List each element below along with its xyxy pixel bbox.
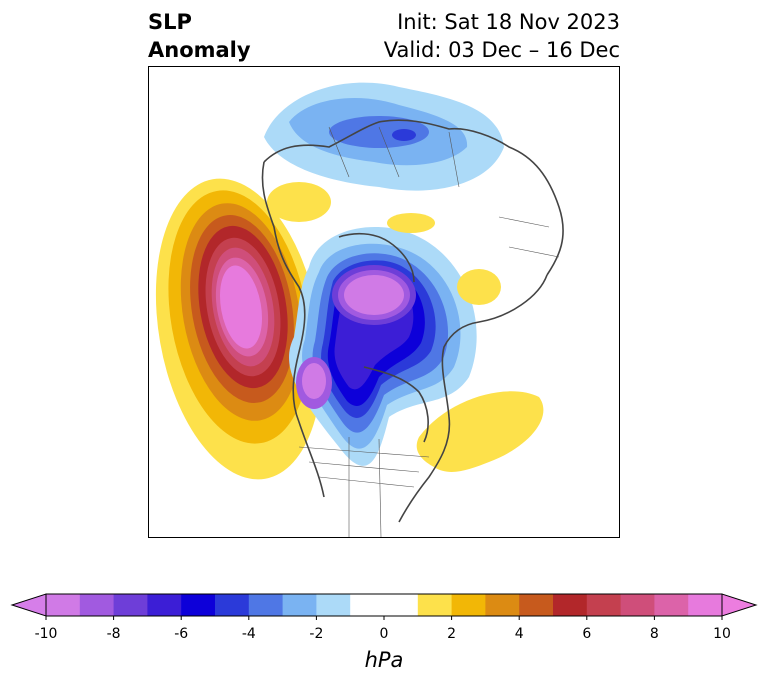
- colorbar-extend-min: [10, 593, 47, 617]
- colorbar-segment: [553, 594, 588, 616]
- positive-anomaly-ne-pacific: [155, 178, 323, 480]
- colorbar-tick-label: 4: [514, 626, 524, 642]
- colorbar-segment: [215, 594, 250, 616]
- init-date: Init: Sat 18 Nov 2023: [397, 10, 620, 34]
- colorbar-segment: [316, 594, 351, 616]
- negative-anomaly-arctic: [289, 227, 477, 466]
- colorbar-segment: [113, 594, 148, 616]
- title-left: SLP Anomaly: [148, 8, 251, 64]
- colorbar-segment: [46, 594, 81, 616]
- colorbar-segment: [688, 594, 723, 616]
- colorbar: [10, 593, 758, 620]
- map-canvas: [155, 82, 564, 537]
- colorbar-segment: [147, 594, 182, 616]
- colorbar-tick-label: 0: [379, 626, 389, 642]
- colorbar-tick-label: 2: [447, 626, 457, 642]
- colorbar-segment: [384, 594, 419, 616]
- colorbar-tick-label: -2: [309, 626, 324, 642]
- colorbar-segment: [586, 594, 622, 616]
- colorbar-segment: [654, 594, 689, 616]
- borders: [298, 126, 560, 537]
- colorbar-segment: [282, 594, 317, 616]
- positive-anomaly-alaska: [267, 182, 331, 222]
- colorbar-units: hPa: [364, 648, 404, 672]
- coastlines: [261, 119, 564, 523]
- colorbar-segment: [248, 594, 284, 616]
- colorbar-tick-label: -10: [34, 626, 58, 642]
- colorbar-segment: [350, 594, 385, 616]
- positive-anomaly-atlantic: [416, 391, 544, 472]
- colorbar-segment: [620, 594, 655, 616]
- valid-range: Valid: 03 Dec – 16 Dec: [383, 38, 620, 62]
- colorbar-tick-label: 6: [582, 626, 592, 642]
- colorbar-tick-label: 8: [649, 626, 659, 642]
- colorbar-segment: [485, 594, 520, 616]
- colorbar-tick-label: -8: [106, 626, 121, 642]
- colorbar-segment: [519, 594, 554, 616]
- anomaly-map: [148, 66, 620, 538]
- negative-anomaly-siberia: [264, 82, 504, 191]
- colorbar-tick-label: 10: [713, 626, 731, 642]
- colorbar-tick-label: -6: [174, 626, 189, 642]
- title-variable: SLP: [148, 10, 192, 34]
- positive-anomaly-europe: [457, 269, 501, 305]
- colorbar-segment: [79, 594, 115, 616]
- colorbar-segment: [451, 594, 486, 616]
- positive-anomaly-scandinavia: [387, 213, 435, 233]
- title-right: Init: Sat 18 Nov 2023 Valid: 03 Dec – 16…: [384, 8, 620, 64]
- title-variable-type: Anomaly: [148, 38, 251, 62]
- colorbar-segment: [417, 594, 453, 616]
- colorbar-tick-label: -4: [241, 626, 256, 642]
- colorbar-extend-max: [721, 593, 758, 617]
- colorbar-segment: [181, 594, 216, 616]
